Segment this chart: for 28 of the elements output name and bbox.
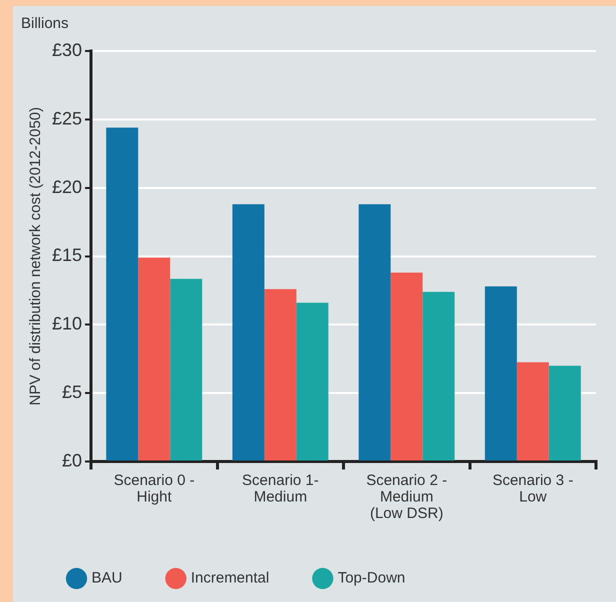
legend-label: BAU xyxy=(92,570,122,587)
text: Billions xyxy=(21,15,69,32)
bar xyxy=(516,362,549,460)
x-tick-label: Scenario 3 - Low xyxy=(492,472,574,506)
y-tick-label: £0 xyxy=(62,450,82,470)
y-tick-label: £30 xyxy=(52,40,82,60)
y-tick-label: £25 xyxy=(52,108,82,128)
legend-label: Top-Down xyxy=(338,570,406,587)
x-tick-label: Scenario 0 - Hight xyxy=(114,472,195,506)
y-tick-label: £20 xyxy=(52,176,82,197)
bar xyxy=(264,289,296,460)
y-tick-label: £10 xyxy=(52,314,82,334)
bar xyxy=(138,258,170,460)
bar xyxy=(232,204,264,460)
y-tick-label: £15 xyxy=(52,245,82,266)
y-axis-title: NPV of distribution network cost (2012-2050) xyxy=(27,107,44,406)
bar xyxy=(358,204,391,460)
bar xyxy=(484,286,517,460)
bar xyxy=(106,128,138,460)
bar xyxy=(390,272,423,460)
x-tick-label: Scenario 1- Medium xyxy=(242,472,319,506)
legend-label: Incremental xyxy=(190,570,270,587)
bar xyxy=(296,302,328,460)
bar xyxy=(422,292,455,460)
bar xyxy=(170,278,202,460)
bar xyxy=(548,366,581,460)
x-tick-label: Scenario 2 - Medium (Low DSR) xyxy=(366,472,448,522)
y-tick-label: £5 xyxy=(62,382,82,402)
